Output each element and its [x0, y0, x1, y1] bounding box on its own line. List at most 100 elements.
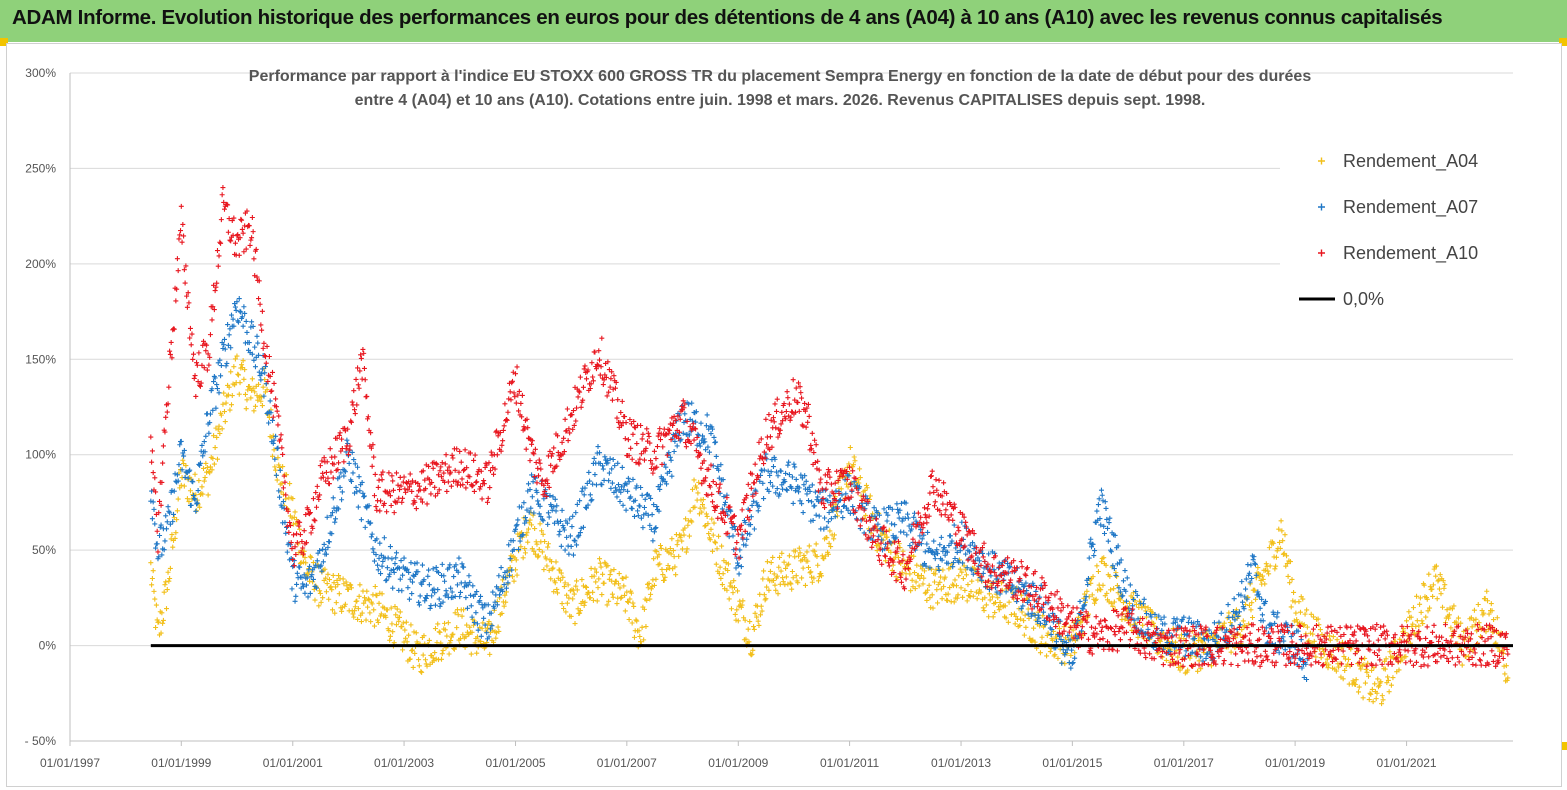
data-point-A04	[1279, 528, 1285, 534]
data-point-A04	[461, 607, 467, 613]
data-point-A10	[372, 471, 378, 477]
data-point-A07	[375, 567, 381, 573]
data-point-A10	[825, 467, 831, 473]
data-point-A04	[1246, 621, 1252, 627]
data-point-A04	[158, 630, 164, 636]
data-point-A10	[349, 399, 355, 405]
data-point-A04	[1041, 622, 1047, 628]
performance-chart: 300%250%200%150%100%50%0%- 50%01/01/1997…	[25, 66, 1515, 770]
data-point-A04	[1019, 609, 1025, 615]
data-point-A04	[486, 619, 492, 625]
data-point-A07	[272, 456, 278, 462]
data-point-A04	[1330, 634, 1336, 640]
data-point-A04	[811, 575, 817, 581]
data-point-A10	[1127, 637, 1133, 643]
data-point-A10	[774, 408, 779, 414]
data-point-A04	[756, 622, 762, 628]
data-point-A04	[827, 528, 833, 534]
data-point-A07	[207, 420, 213, 426]
data-point-A10	[471, 457, 477, 463]
data-point-A04	[657, 561, 663, 567]
data-point-A04	[364, 588, 370, 594]
data-point-A07	[252, 344, 258, 350]
data-point-A04	[1278, 518, 1284, 524]
data-point-A04	[227, 407, 233, 413]
data-point-A07	[464, 605, 470, 611]
data-point-A07	[283, 530, 289, 536]
data-point-A07	[558, 518, 564, 524]
data-point-A04	[1313, 654, 1319, 660]
data-point-A07	[593, 482, 599, 488]
data-point-A04	[954, 595, 960, 601]
data-point-A10	[407, 471, 413, 477]
data-point-A07	[937, 542, 943, 548]
data-point-A10	[445, 479, 451, 485]
data-point-A07	[444, 591, 450, 597]
data-point-A04	[1471, 617, 1477, 623]
data-point-A10	[832, 480, 838, 486]
data-point-A04	[916, 583, 922, 589]
data-point-A07	[326, 539, 332, 545]
data-point-A04	[1143, 608, 1149, 614]
data-point-A07	[377, 540, 383, 546]
data-point-A10	[472, 452, 478, 458]
data-point-A04	[1127, 600, 1133, 606]
data-point-A04	[888, 549, 894, 555]
data-point-A10	[1337, 625, 1343, 631]
data-point-A07	[789, 474, 795, 480]
data-point-A04	[766, 587, 772, 593]
data-point-A04	[730, 590, 736, 596]
data-point-A07	[375, 562, 381, 568]
data-point-A07	[1260, 618, 1266, 624]
data-point-A10	[474, 471, 480, 477]
data-point-A04	[289, 515, 295, 521]
data-point-A10	[518, 400, 524, 406]
data-point-A10	[217, 239, 223, 245]
data-point-A04	[747, 619, 753, 625]
data-point-A10	[822, 505, 828, 511]
data-point-A10	[1366, 638, 1372, 644]
data-point-A04	[653, 576, 659, 582]
data-point-A10	[562, 416, 568, 422]
data-point-A04	[701, 505, 707, 511]
data-point-A04	[802, 582, 808, 588]
data-point-A07	[689, 400, 695, 406]
data-point-A10	[795, 400, 801, 406]
data-point-A07	[1257, 605, 1263, 611]
data-point-A07	[212, 375, 218, 381]
data-point-A07	[1035, 612, 1041, 618]
data-point-A04	[566, 595, 572, 601]
data-point-A07	[538, 514, 544, 520]
data-point-A10	[1089, 624, 1095, 630]
data-point-A10	[779, 409, 785, 415]
data-point-A10	[533, 460, 539, 466]
data-point-A07	[214, 382, 220, 388]
data-point-A10	[270, 369, 275, 375]
data-point-A04	[1324, 656, 1330, 662]
data-point-A07	[1211, 620, 1217, 626]
data-point-A10	[869, 544, 875, 550]
data-point-A04	[770, 577, 776, 583]
data-point-A04	[559, 601, 565, 607]
data-point-A10	[1216, 653, 1222, 659]
data-point-A04	[608, 568, 614, 574]
data-point-A04	[922, 590, 928, 596]
data-point-A04	[297, 560, 303, 566]
data-point-A04	[169, 532, 175, 538]
data-point-A10	[573, 418, 579, 424]
data-point-A04	[628, 590, 634, 596]
data-point-A04	[1433, 573, 1439, 579]
data-point-A04	[852, 458, 858, 464]
data-point-A04	[292, 509, 298, 515]
data-point-A04	[725, 567, 731, 573]
data-point-A10	[341, 459, 347, 465]
data-point-A04	[618, 595, 624, 601]
data-point-A04	[320, 595, 326, 601]
data-point-A04	[777, 581, 783, 587]
data-point-A07	[520, 532, 526, 538]
data-point-A07	[735, 560, 741, 566]
data-point-A07	[355, 504, 361, 510]
data-point-A04	[1040, 613, 1046, 619]
data-point-A07	[840, 515, 846, 521]
data-point-A07	[564, 534, 570, 540]
